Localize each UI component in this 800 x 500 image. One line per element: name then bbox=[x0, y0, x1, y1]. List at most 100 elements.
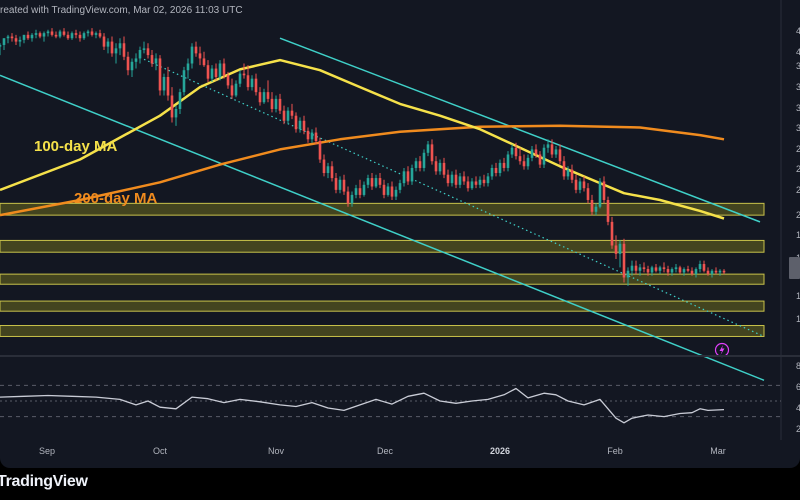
price-tick-label: 1 bbox=[796, 291, 800, 301]
candle-body bbox=[218, 63, 222, 77]
candle-body bbox=[210, 68, 214, 79]
candle-body bbox=[82, 33, 86, 39]
candle-body bbox=[42, 33, 46, 37]
candle-body bbox=[174, 108, 178, 118]
candle-body bbox=[0, 44, 2, 47]
candle-body bbox=[538, 154, 542, 165]
candle-body bbox=[274, 98, 278, 109]
support-zone-4 bbox=[0, 300, 765, 312]
candle-body bbox=[466, 181, 470, 189]
candle-body bbox=[354, 188, 358, 195]
candle-body bbox=[474, 181, 478, 185]
last-price-tag bbox=[789, 257, 800, 279]
candle-body bbox=[530, 149, 534, 158]
candle-body bbox=[206, 65, 210, 79]
candle-body bbox=[598, 181, 602, 207]
candle-body bbox=[550, 144, 554, 155]
ma200-line bbox=[0, 124, 725, 217]
candle-body bbox=[682, 269, 686, 273]
candle-body bbox=[322, 159, 326, 174]
candle-body bbox=[486, 176, 490, 184]
candle-body bbox=[426, 144, 430, 153]
time-tick-label: Feb bbox=[607, 446, 623, 456]
time-tick-label: Dec bbox=[377, 446, 394, 456]
candle-body bbox=[366, 178, 370, 185]
price-tick-label: 3 bbox=[796, 61, 800, 71]
ma100-line bbox=[0, 58, 725, 220]
price-tick-label: 4 bbox=[796, 47, 800, 57]
candle-body bbox=[138, 50, 142, 59]
dotted-trendline bbox=[143, 58, 765, 338]
candle-body bbox=[298, 120, 302, 130]
candle-body bbox=[630, 265, 634, 271]
candle-body bbox=[714, 270, 718, 273]
candle-body bbox=[622, 243, 626, 278]
candle-body bbox=[574, 179, 578, 190]
chart-frame: reated with TradingView.com, Mar 02, 202… bbox=[0, 0, 800, 468]
candle-body bbox=[654, 267, 658, 271]
candle-body bbox=[502, 162, 506, 168]
candle-body bbox=[158, 58, 162, 91]
time-tick-label: Nov bbox=[268, 446, 285, 456]
candle-body bbox=[518, 156, 522, 162]
candle-body bbox=[70, 33, 74, 39]
candle-body bbox=[102, 36, 106, 47]
candle-body bbox=[178, 92, 182, 109]
candle-body bbox=[634, 265, 638, 271]
ma100-label: 100-day MA bbox=[34, 138, 118, 155]
candle-body bbox=[566, 169, 570, 177]
candle-body bbox=[386, 186, 390, 195]
candle-body bbox=[74, 33, 78, 35]
support-zone-0 bbox=[0, 273, 765, 285]
candle-body bbox=[410, 167, 414, 182]
candle-body bbox=[190, 46, 194, 64]
candle-body bbox=[118, 43, 122, 49]
candle-body bbox=[186, 63, 190, 71]
lightning-icon-bolt bbox=[719, 345, 725, 355]
candle-body bbox=[122, 43, 126, 57]
price-tick-label: 2 bbox=[796, 210, 800, 220]
time-tick-label: Oct bbox=[153, 446, 168, 456]
candle-body bbox=[106, 41, 110, 47]
price-tick-label: 2 bbox=[796, 144, 800, 154]
candle-body bbox=[678, 267, 682, 273]
candle-body bbox=[430, 144, 434, 162]
candle-body bbox=[482, 179, 486, 184]
panel-divider[interactable] bbox=[0, 355, 800, 357]
candle-body bbox=[610, 221, 614, 246]
candle-body bbox=[146, 48, 150, 56]
candle-body bbox=[86, 31, 90, 34]
candle-body bbox=[666, 269, 670, 273]
candle-body bbox=[54, 34, 58, 37]
candle-body bbox=[442, 162, 446, 175]
candle-body bbox=[618, 243, 622, 254]
candle-body bbox=[58, 31, 62, 37]
price-tick-label: 2 bbox=[796, 164, 800, 174]
candle-body bbox=[718, 270, 722, 273]
candle-body bbox=[578, 181, 582, 190]
candle-body bbox=[650, 267, 654, 273]
candle-body bbox=[434, 161, 438, 172]
candle-body bbox=[18, 39, 22, 42]
candle-body bbox=[262, 92, 266, 103]
candle-body bbox=[222, 63, 226, 76]
candle-body bbox=[614, 245, 618, 254]
candle-body bbox=[214, 68, 218, 77]
time-tick-label: Sep bbox=[39, 446, 55, 456]
candle-body bbox=[446, 174, 450, 184]
candle-body bbox=[166, 76, 170, 96]
candle-body bbox=[154, 58, 158, 64]
candle-body bbox=[110, 41, 114, 54]
rsi-tick-label: 6 bbox=[796, 382, 800, 392]
candle-body bbox=[26, 34, 30, 39]
channel-upper-line bbox=[279, 37, 761, 223]
candle-body bbox=[238, 73, 242, 84]
candles bbox=[0, 28, 726, 286]
candle-body bbox=[522, 161, 526, 167]
candle-body bbox=[294, 115, 298, 130]
candle-body bbox=[686, 269, 690, 271]
candle-body bbox=[526, 157, 530, 167]
candle-body bbox=[338, 179, 342, 190]
candle-body bbox=[658, 267, 662, 271]
